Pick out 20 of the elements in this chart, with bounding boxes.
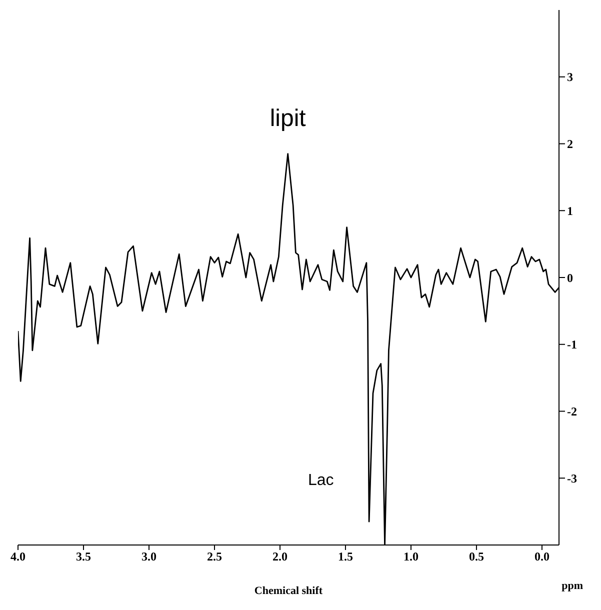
x-tick-label: 1.0	[403, 550, 418, 564]
x-tick-label: 3.5	[76, 550, 91, 564]
y-tick-label: -2	[567, 404, 577, 419]
y-tick-label: -3	[567, 471, 577, 486]
x-axis-title: Chemical shift	[254, 585, 323, 597]
x-tick-label: 2.5	[206, 550, 222, 564]
y-tick-label: 2	[567, 137, 573, 152]
y-tick-label: 3	[567, 70, 573, 84]
x-tick-label: 0.0	[534, 550, 550, 564]
x-tick-label: 4.0	[10, 550, 26, 564]
y-tick-label: -1	[567, 338, 577, 352]
annotation: lipit	[270, 104, 306, 132]
x-tick-label: 1.5	[338, 550, 353, 564]
text: ppm	[562, 580, 583, 592]
x-tick-label: 0.5	[468, 550, 484, 564]
y-tick-label: 1	[567, 204, 573, 218]
x-tick-label: 2.0	[272, 550, 288, 564]
annotation: Lac	[308, 472, 334, 489]
y-tick-label: 0	[567, 270, 573, 285]
x-tick-label: 3.0	[141, 550, 156, 564]
